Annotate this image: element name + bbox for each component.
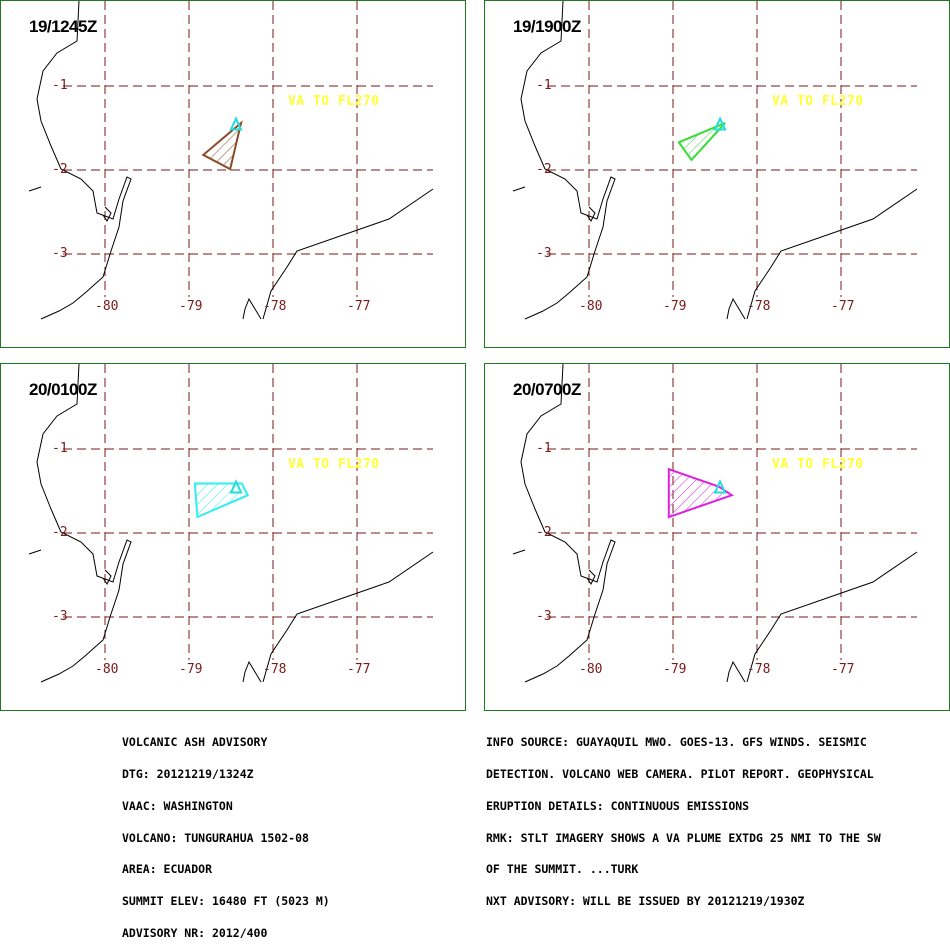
coastline (102, 206, 112, 222)
coastline (586, 206, 596, 222)
ash-cloud-polygon (667, 467, 735, 519)
panel-timestamp: 20/0700Z (513, 380, 581, 399)
flight-level-label: VA TO FL270 (288, 457, 380, 472)
coastline (746, 188, 918, 320)
advisory-line: INFO SOURCE: GUAYAQUIL MWO. GOES-13. GFS… (486, 735, 867, 750)
lat-label-3: -3 (52, 246, 68, 261)
coastline (520, 364, 616, 683)
lon-label-79: -79 (179, 662, 203, 677)
coastline (262, 551, 434, 683)
lat-label-1: -1 (536, 78, 552, 93)
lon-label-78: -78 (747, 299, 771, 314)
lon-label-78: -78 (263, 299, 287, 314)
map-canvas (28, 364, 434, 683)
map-panel-1: 19/1245Z VA TO FL270 -1 -2 -3 -80 -79 -7… (0, 0, 466, 348)
volcano-icon (229, 116, 243, 131)
volcano-icon (713, 479, 727, 494)
advisory-line: OF THE SUMMIT. ...TURK (486, 862, 639, 877)
lat-label-1: -1 (536, 441, 552, 456)
panel-timestamp: 19/1900Z (513, 17, 581, 36)
advisory-right: INFO SOURCE: GUAYAQUIL MWO. GOES-13. GFS… (486, 716, 881, 917)
lat-label-1: -1 (52, 441, 68, 456)
lon-label-77: -77 (831, 299, 855, 314)
coastline (36, 1, 132, 320)
advisory-line: RMK: STLT IMAGERY SHOWS A VA PLUME EXTDG… (486, 830, 881, 845)
volcano-icon (229, 479, 243, 494)
lon-label-77: -77 (347, 662, 371, 677)
coastline (586, 569, 596, 585)
map-canvas (28, 1, 434, 320)
coastline (512, 549, 526, 555)
lat-label-2: -2 (52, 162, 68, 177)
panel-timestamp: 20/0100Z (29, 380, 97, 399)
coastline (28, 186, 42, 192)
coastline (512, 186, 526, 192)
map-canvas (512, 1, 918, 320)
flight-level-label: VA TO FL270 (772, 457, 864, 472)
advisory-line: SUMMIT ELEV: 16480 FT (5023 M) (122, 894, 330, 909)
ash-cloud-polygon (201, 120, 243, 171)
lon-label-78: -78 (747, 662, 771, 677)
lon-label-80: -80 (95, 662, 119, 677)
lon-label-77: -77 (347, 299, 371, 314)
coastline (726, 297, 746, 320)
lat-label-2: -2 (52, 525, 68, 540)
coastline (242, 660, 262, 683)
coastline (262, 188, 434, 320)
advisory-line: NXT ADVISORY: WILL BE ISSUED BY 20121219… (486, 894, 805, 909)
coastline (242, 297, 262, 320)
advisory-line: VOLCANO: TUNGURAHUA 1502-08 (122, 830, 309, 845)
advisory-line: DTG: 20121219/1324Z (122, 766, 254, 781)
volcano-icon (713, 116, 727, 131)
lat-label-1: -1 (52, 78, 68, 93)
map-panel-3: 20/0100Z VA TO FL270 -1 -2 -3 -80 -79 -7… (0, 363, 466, 711)
coastline (36, 364, 132, 683)
advisory-line: ERUPTION DETAILS: CONTINUOUS EMISSIONS (486, 798, 750, 813)
map-panel-4: 20/0700Z VA TO FL270 -1 -2 -3 -80 -79 -7… (484, 363, 950, 711)
lon-label-78: -78 (263, 662, 287, 677)
advisory-line: VAAC: WASHINGTON (122, 798, 233, 813)
lat-label-2: -2 (536, 525, 552, 540)
advisory-line: ADVISORY NR: 2012/400 (122, 925, 268, 940)
map-panel-2: 19/1900Z VA TO FL270 -1 -2 -3 -80 -79 -7… (484, 0, 950, 348)
lon-label-79: -79 (663, 299, 687, 314)
lat-label-2: -2 (536, 162, 552, 177)
lon-label-77: -77 (831, 662, 855, 677)
advisory-left: VOLCANIC ASH ADVISORY DTG: 20121219/1324… (122, 716, 330, 949)
advisory-line: VOLCANIC ASH ADVISORY (122, 735, 268, 750)
coastline (102, 569, 112, 585)
coastline (746, 551, 918, 683)
panel-timestamp: 19/1245Z (29, 17, 97, 36)
lon-label-79: -79 (179, 299, 203, 314)
ash-cloud-polygon (677, 122, 726, 162)
lat-label-3: -3 (536, 246, 552, 261)
lon-label-80: -80 (95, 299, 119, 314)
coastline (520, 1, 616, 320)
lon-label-79: -79 (663, 662, 687, 677)
flight-level-label: VA TO FL270 (288, 94, 380, 109)
lat-label-3: -3 (52, 609, 68, 624)
lat-label-3: -3 (536, 609, 552, 624)
lon-label-80: -80 (579, 662, 603, 677)
lon-label-80: -80 (579, 299, 603, 314)
advisory-line: AREA: ECUADOR (122, 862, 213, 877)
coastline (28, 549, 42, 555)
flight-level-label: VA TO FL270 (772, 94, 864, 109)
advisory-line: DETECTION. VOLCANO WEB CAMERA. PILOT REP… (486, 766, 874, 781)
map-canvas (512, 364, 918, 683)
coastline (726, 660, 746, 683)
